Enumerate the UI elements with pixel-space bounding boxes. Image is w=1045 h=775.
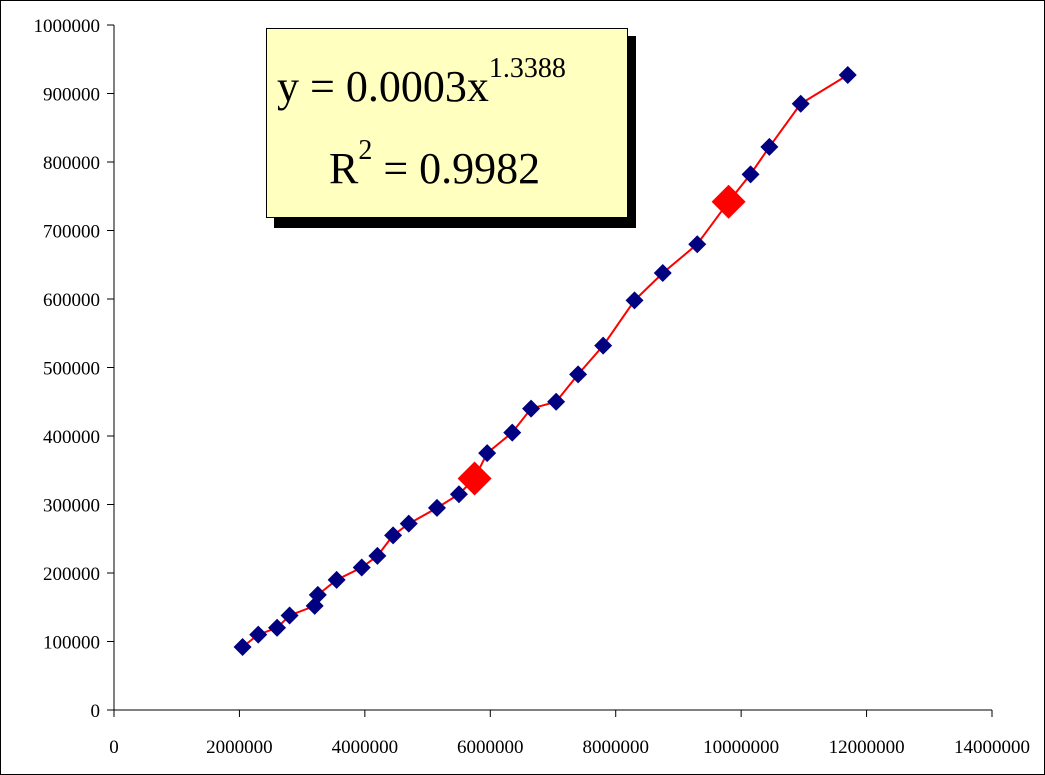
equation-exponent: 1.3388 bbox=[488, 53, 566, 84]
x-tick-label: 0 bbox=[109, 737, 119, 758]
equation-box: y = 0.0003x1.3388 R2 = 0.9982 bbox=[266, 28, 628, 218]
highlight-point bbox=[457, 461, 492, 496]
x-tick-label: 14000000 bbox=[954, 737, 1030, 758]
equation-line: y = 0.0003x1.3388 bbox=[277, 55, 566, 111]
data-point bbox=[522, 399, 541, 418]
r-squared-value: = 0.9982 bbox=[372, 144, 541, 193]
y-tick-label: 1000000 bbox=[34, 16, 101, 37]
data-point bbox=[427, 498, 446, 517]
x-tick-label: 2000000 bbox=[206, 737, 273, 758]
y-tick-label: 500000 bbox=[43, 359, 100, 380]
y-tick-label: 300000 bbox=[43, 496, 100, 517]
data-point bbox=[547, 392, 566, 411]
points-group bbox=[233, 66, 857, 656]
data-point bbox=[233, 637, 252, 656]
x-tick-label: 8000000 bbox=[582, 737, 649, 758]
data-point bbox=[384, 526, 403, 545]
r-squared-label: R bbox=[329, 144, 359, 193]
data-point bbox=[308, 585, 327, 604]
y-tick-label: 600000 bbox=[43, 290, 100, 311]
data-point bbox=[280, 606, 299, 625]
data-point bbox=[594, 336, 613, 355]
x-tick-label: 4000000 bbox=[332, 737, 399, 758]
y-tick-label: 200000 bbox=[43, 564, 100, 585]
data-point bbox=[449, 485, 468, 504]
data-point bbox=[352, 558, 371, 577]
r-squared-exponent: 2 bbox=[358, 135, 373, 166]
data-point bbox=[838, 66, 857, 85]
data-point bbox=[503, 423, 522, 442]
data-point bbox=[688, 235, 707, 254]
y-tick-label: 0 bbox=[91, 701, 101, 722]
data-point bbox=[368, 546, 387, 565]
data-point bbox=[249, 625, 268, 644]
data-point bbox=[625, 291, 644, 310]
highlight-point bbox=[711, 184, 746, 219]
data-point bbox=[653, 263, 672, 282]
r-squared-line: R2 = 0.9982 bbox=[329, 137, 541, 193]
y-tick-label: 700000 bbox=[43, 222, 100, 243]
y-tick-label: 900000 bbox=[43, 85, 100, 106]
data-point bbox=[569, 365, 588, 384]
y-tick-label: 100000 bbox=[43, 633, 100, 654]
data-point bbox=[760, 137, 779, 156]
x-tick-label: 12000000 bbox=[829, 737, 905, 758]
x-tick-label: 10000000 bbox=[703, 737, 779, 758]
data-point bbox=[399, 514, 418, 533]
data-point bbox=[327, 570, 346, 589]
data-point bbox=[268, 618, 287, 637]
ticks: 0 100000 200000 300000 400000 500000 600000 700… bbox=[34, 16, 1031, 758]
equation-text: y = 0.0003x bbox=[277, 62, 489, 111]
x-tick-label: 6000000 bbox=[457, 737, 524, 758]
data-point bbox=[741, 165, 760, 184]
data-point bbox=[791, 94, 810, 113]
y-tick-label: 800000 bbox=[43, 153, 100, 174]
y-tick-label: 400000 bbox=[43, 427, 100, 448]
data-point bbox=[478, 444, 497, 463]
